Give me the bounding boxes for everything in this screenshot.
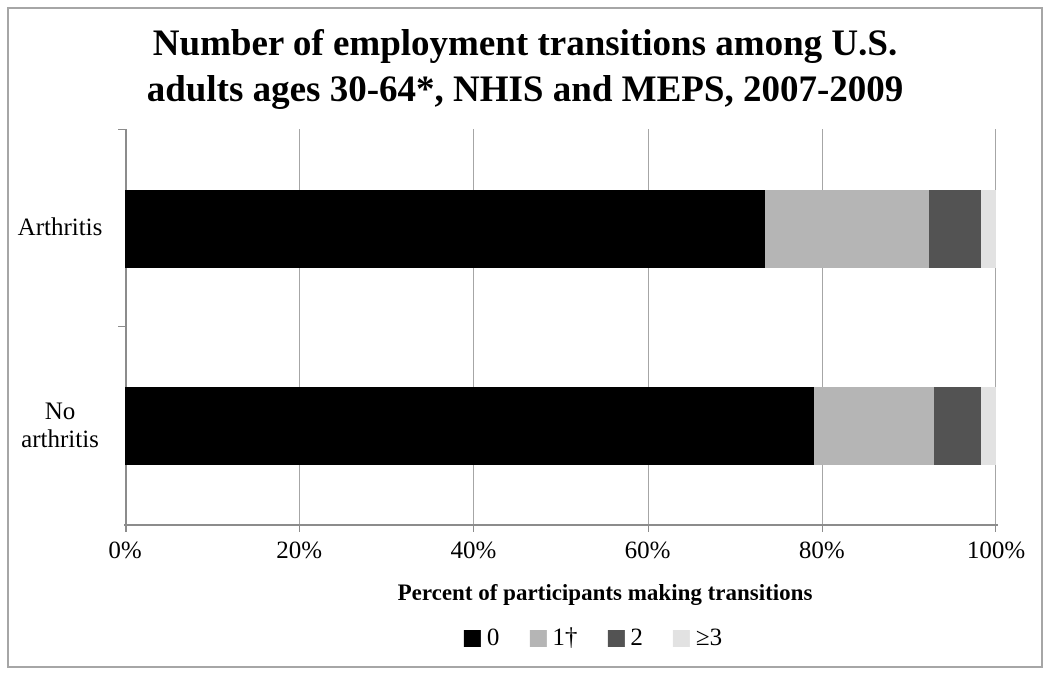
y-axis-category-tick (118, 129, 125, 130)
x-axis-tick-label-0%: 0% (108, 537, 142, 564)
bar-segment-2-no-arthritis (934, 387, 982, 465)
legend-item-0: 0 (463, 624, 500, 652)
x-axis-tick-100% (995, 526, 996, 532)
bar-segment-1†-arthritis (765, 190, 929, 268)
bar-segment-0-no-arthritis (125, 387, 814, 465)
x-axis-tick-0% (125, 526, 126, 532)
x-axis-tick-label-100%: 100% (966, 537, 1026, 564)
chart-title-line2: adults ages 30-64*, NHIS and MEPS, 2007-… (146, 69, 904, 110)
bar-segment-2-arthritis (928, 190, 982, 268)
gridline-20% (299, 129, 301, 525)
legend: 0 1† 2 ≥3 (463, 624, 723, 652)
category-label-no-arthritis: No arthritis (21, 398, 99, 453)
legend-swatch-icon (529, 629, 547, 647)
bar-segment-1†-no-arthritis (813, 387, 935, 465)
legend-swatch-icon (463, 629, 481, 647)
x-axis-tick-label-20%: 20% (276, 537, 323, 564)
x-axis-tick-label-80%: 80% (798, 537, 845, 564)
gridline-80% (821, 129, 823, 525)
bar-arthritis (125, 190, 996, 268)
legend-label: 1† (552, 624, 578, 651)
legend-swatch-icon (607, 629, 625, 647)
bar-no-arthritis (125, 387, 996, 465)
category-label-arthritis: Arthritis (17, 214, 103, 241)
x-axis-line (124, 524, 998, 526)
x-axis-tick-60% (647, 526, 649, 532)
chart-title: Number of employment transitions among U… (0, 21, 1050, 113)
x-axis-tick-label-40%: 40% (450, 537, 497, 564)
legend-item-1†: 1† (529, 624, 577, 652)
y-axis-line (125, 129, 127, 532)
x-axis-tick-label-60%: 60% (624, 537, 671, 564)
legend-item-2: 2 (607, 624, 643, 652)
x-axis-tick-labels: 0% 20% 40% 60% 80% 100% (108, 537, 1025, 567)
x-axis-tick-80% (821, 526, 823, 532)
bar-segment-≥3-arthritis (981, 190, 996, 268)
legend-swatch-icon (672, 629, 690, 647)
x-axis-title: Percent of participants making transitio… (397, 580, 813, 605)
chart-title-line1: Number of employment transitions among U… (152, 23, 898, 64)
legend-label: 2 (630, 624, 643, 651)
y-axis-category-tick (118, 326, 125, 327)
x-axis-tick-20% (299, 526, 301, 532)
figure-border (7, 7, 1043, 668)
x-axis-tick-40% (473, 526, 475, 532)
bar-segment-≥3-no-arthritis (981, 387, 996, 465)
bar-segment-0-arthritis (125, 190, 766, 268)
plot-area (118, 129, 998, 532)
gridline-100% (995, 129, 996, 525)
gridline-40% (473, 129, 475, 525)
legend-item-≥3: ≥3 (672, 624, 723, 652)
legend-label: ≥3 (695, 624, 723, 651)
legend-label: 0 (486, 624, 500, 651)
gridline-60% (647, 129, 649, 525)
